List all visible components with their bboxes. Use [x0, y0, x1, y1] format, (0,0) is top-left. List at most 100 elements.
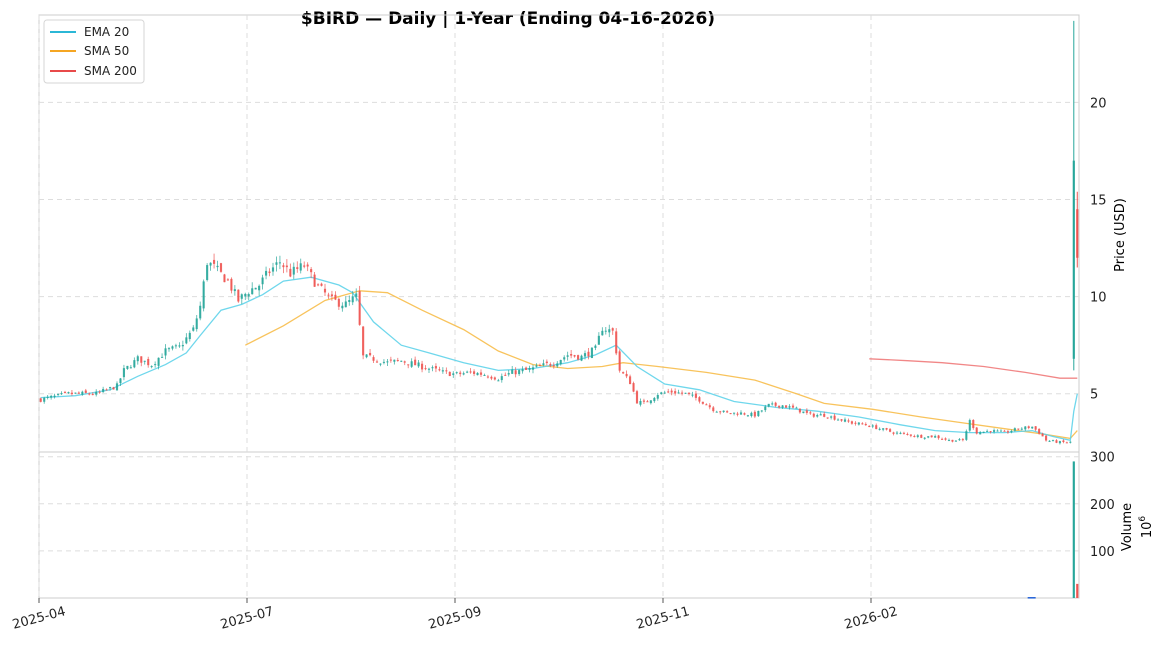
candle-up: [757, 410, 760, 417]
candle-down: [313, 274, 316, 287]
candle-up: [233, 289, 236, 292]
candle-down: [906, 433, 909, 435]
candle-down: [212, 259, 216, 264]
candle-down: [823, 413, 826, 417]
candle-down: [219, 263, 223, 272]
candle-down: [358, 291, 361, 325]
candle-down: [362, 326, 365, 356]
candle-up: [400, 360, 403, 362]
candle-up: [382, 361, 386, 363]
volume-multiplier-base: 10: [1140, 522, 1155, 539]
candle-down: [316, 284, 320, 286]
candle-up: [216, 265, 219, 268]
time-tick-label: 2025-09: [427, 604, 483, 633]
candle-down: [667, 391, 670, 393]
candle-up: [836, 419, 840, 421]
volume-multiplier-exponent: 6: [1138, 516, 1148, 522]
candle-up: [597, 335, 600, 345]
candle-up: [351, 296, 354, 303]
candle-down: [930, 435, 933, 438]
candle-up: [348, 299, 351, 303]
candle-down: [493, 377, 496, 380]
candle-up: [171, 346, 174, 349]
candlesticks-layer: [39, 20, 1079, 445]
volume-tick-label: 200: [1090, 498, 1115, 513]
candle-up: [174, 345, 178, 347]
candle-down: [538, 365, 542, 367]
candle-up: [927, 436, 930, 438]
candle-down: [989, 431, 992, 433]
candle-up: [677, 392, 680, 394]
candle-down: [407, 364, 410, 366]
candle-up: [136, 356, 139, 362]
candle-up: [240, 294, 243, 299]
candle-up: [819, 414, 822, 416]
candle-up: [154, 364, 157, 366]
candle-up: [878, 428, 881, 430]
candle-down: [472, 371, 476, 374]
volume-bars-layer: [1027, 461, 1079, 599]
candle-up: [258, 285, 261, 291]
candle-up: [427, 368, 431, 370]
candle-up: [691, 394, 694, 396]
time-tick-label: 2025-04: [11, 604, 67, 633]
candle-up: [542, 363, 545, 366]
grid-layer: [38, 15, 1079, 598]
candle-down: [486, 376, 490, 378]
candle-down: [98, 391, 101, 393]
candle-up: [594, 345, 597, 348]
candle-up: [746, 415, 750, 417]
candle-down: [812, 413, 815, 417]
candle-down: [778, 405, 781, 408]
candle-up: [684, 392, 687, 394]
candle-up: [559, 359, 562, 365]
candle-up: [74, 392, 77, 394]
price-tick-label: 5: [1090, 388, 1098, 403]
candle-down: [674, 391, 677, 394]
candle-up: [56, 393, 60, 395]
candle-up: [531, 367, 535, 370]
candle-up: [81, 391, 84, 395]
candle-down: [1041, 433, 1044, 437]
candle-up: [1020, 428, 1023, 430]
volume-panel-frame: [38, 451, 1080, 599]
candle-up: [507, 373, 510, 375]
candle-down: [1034, 426, 1037, 430]
candle-down: [1006, 431, 1010, 433]
candle-up: [122, 368, 126, 378]
candle-up: [816, 415, 819, 417]
candle-up: [830, 416, 833, 418]
candle-down: [680, 392, 684, 394]
candle-up: [857, 422, 860, 425]
candle-up: [181, 344, 184, 347]
candle-down: [504, 374, 507, 376]
candle-down: [784, 405, 788, 408]
candle-up: [986, 430, 989, 432]
candle-up: [947, 439, 951, 441]
candle-down: [552, 365, 555, 367]
price-tick-label: 10: [1090, 291, 1107, 306]
candle-up: [167, 348, 171, 350]
candle-down: [112, 387, 115, 390]
candle-down: [268, 271, 271, 274]
candle-down: [303, 265, 306, 267]
candle-up: [46, 396, 49, 398]
price-tick-label: 15: [1090, 194, 1107, 209]
candle-down: [320, 283, 323, 286]
candle-up: [722, 410, 725, 412]
candle-down: [861, 423, 864, 425]
candle-down: [798, 408, 802, 413]
candle-up: [608, 329, 611, 333]
candle-down: [1017, 428, 1020, 430]
candle-up: [195, 318, 198, 330]
candle-up: [365, 354, 368, 358]
moving-averages-layer: [40, 276, 1078, 442]
candle-down: [972, 420, 975, 429]
candle-up: [386, 361, 389, 363]
candle-down: [448, 371, 451, 377]
candle-down: [84, 390, 87, 393]
candle-down: [445, 370, 448, 372]
candle-down: [469, 371, 472, 373]
candle-up: [1048, 440, 1051, 442]
